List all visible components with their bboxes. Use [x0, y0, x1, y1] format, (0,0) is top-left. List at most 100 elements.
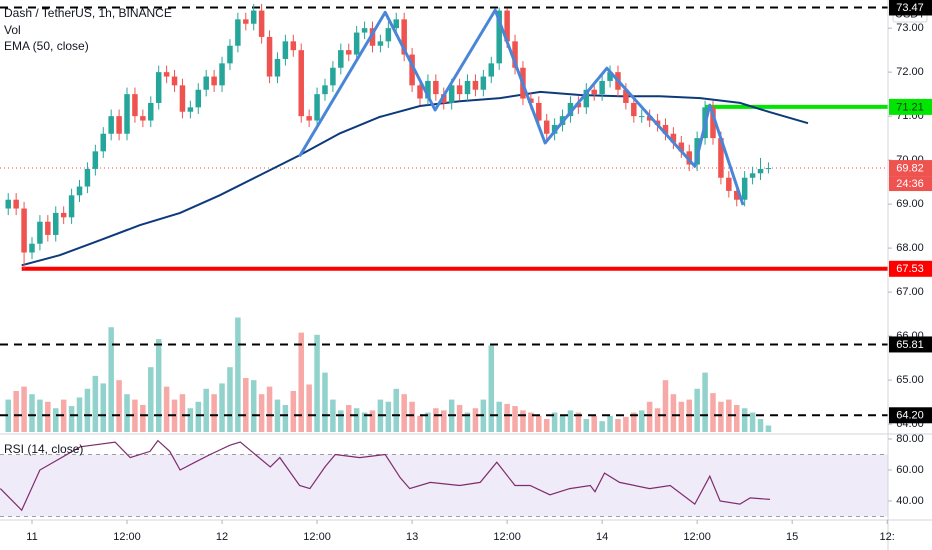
y-tick-label: 69.00: [896, 198, 924, 210]
last-price-label-box: [889, 160, 932, 177]
volume-bar: [148, 367, 154, 432]
volume-bar: [702, 372, 708, 432]
candle-body: [45, 221, 51, 235]
candle-body: [646, 116, 653, 121]
candle-body: [512, 41, 518, 68]
candle-body: [298, 50, 304, 117]
x-tick-label: 13: [406, 531, 418, 543]
candle-body: [765, 168, 772, 170]
volume-bar: [235, 317, 241, 432]
candle-body: [528, 98, 534, 103]
candle-body: [678, 142, 685, 152]
candle-body: [13, 199, 19, 209]
candle-body: [100, 133, 107, 152]
y-tick-label: 73.00: [896, 22, 924, 34]
volume-bar: [654, 408, 661, 432]
candle-body: [472, 80, 479, 90]
candle-body: [338, 50, 344, 68]
candle-body: [274, 58, 281, 77]
volume-bar: [417, 415, 423, 432]
candle-body: [52, 212, 59, 235]
candle-body: [575, 102, 582, 108]
candle-body: [757, 168, 764, 174]
volume-bar: [84, 388, 91, 432]
volume-bar: [425, 412, 431, 432]
candle-body: [132, 94, 138, 117]
x-tick-label: 12:00: [683, 531, 711, 543]
candle-body: [567, 102, 574, 117]
volume-bar: [243, 378, 249, 432]
volume-bar: [662, 380, 669, 432]
volume-bar: [274, 399, 281, 432]
volume-bar: [631, 412, 637, 432]
candle-body: [116, 116, 122, 134]
main-pane: [0, 3, 888, 432]
volume-bar: [441, 410, 447, 432]
line-price-label-box: [889, 98, 932, 115]
volume-bar: [211, 394, 217, 432]
volume-bar: [179, 394, 186, 432]
candle-body: [314, 94, 320, 121]
candle-body: [211, 76, 217, 86]
rsi-line: [0, 439, 771, 512]
volume-bar: [5, 399, 11, 432]
volume-bar: [322, 372, 328, 432]
candle-body: [203, 76, 209, 90]
zigzag-drawing: [298, 8, 745, 206]
candle-body: [330, 67, 336, 86]
volume-bar: [219, 383, 225, 432]
line-price-label: 71.21: [896, 101, 924, 113]
candle-body: [235, 19, 241, 46]
volume-bar: [37, 399, 43, 432]
volume-bar: [456, 405, 463, 432]
volume-bar: [488, 345, 495, 432]
candle-body: [638, 116, 645, 118]
x-tick-label: 11: [26, 531, 37, 543]
candle-body: [583, 89, 590, 108]
candle-body: [377, 41, 384, 46]
candle-body: [741, 177, 748, 200]
candle-body: [290, 41, 297, 51]
candle-body: [448, 85, 455, 103]
candle-body: [749, 173, 756, 178]
candle-body: [480, 76, 487, 90]
candle-body: [306, 116, 312, 121]
candle-body: [425, 80, 431, 99]
x-tick-label: 14: [596, 531, 608, 543]
volume-bar: [338, 410, 344, 432]
candle-body: [84, 168, 91, 187]
x-tick-label: 12:00: [303, 531, 331, 543]
volume-bar: [718, 401, 724, 432]
line-price-label: 64.20: [896, 410, 924, 422]
candle-body: [258, 10, 265, 37]
x-tick-label: 12: [216, 531, 228, 543]
volume-bar: [559, 415, 566, 432]
candle-body: [441, 94, 447, 103]
candle-body: [433, 80, 439, 95]
volume-bar: [734, 405, 740, 432]
candle-body: [140, 116, 146, 121]
volume-bar: [670, 394, 677, 432]
candle-body: [504, 10, 510, 42]
candle-body: [266, 36, 273, 77]
volume-bar: [551, 412, 558, 432]
volume-bar: [306, 384, 312, 432]
line-price-label-box: [889, 336, 932, 353]
candle-body: [29, 243, 35, 253]
volume-bar: [765, 425, 772, 432]
volume-bar: [92, 375, 99, 432]
candle-body: [591, 89, 597, 95]
volume-bar: [163, 386, 170, 432]
volume-bar: [369, 410, 376, 432]
volume-bar: [45, 401, 51, 432]
candle-body: [227, 45, 233, 64]
volume-bar: [464, 412, 471, 432]
candle-body: [179, 85, 186, 112]
line-price-label: 67.53: [896, 263, 924, 275]
ema-line: [21, 90, 809, 267]
candle-body: [464, 80, 471, 95]
candle-body: [68, 195, 75, 218]
volume-bar: [536, 415, 542, 432]
volume-bar: [599, 421, 605, 432]
